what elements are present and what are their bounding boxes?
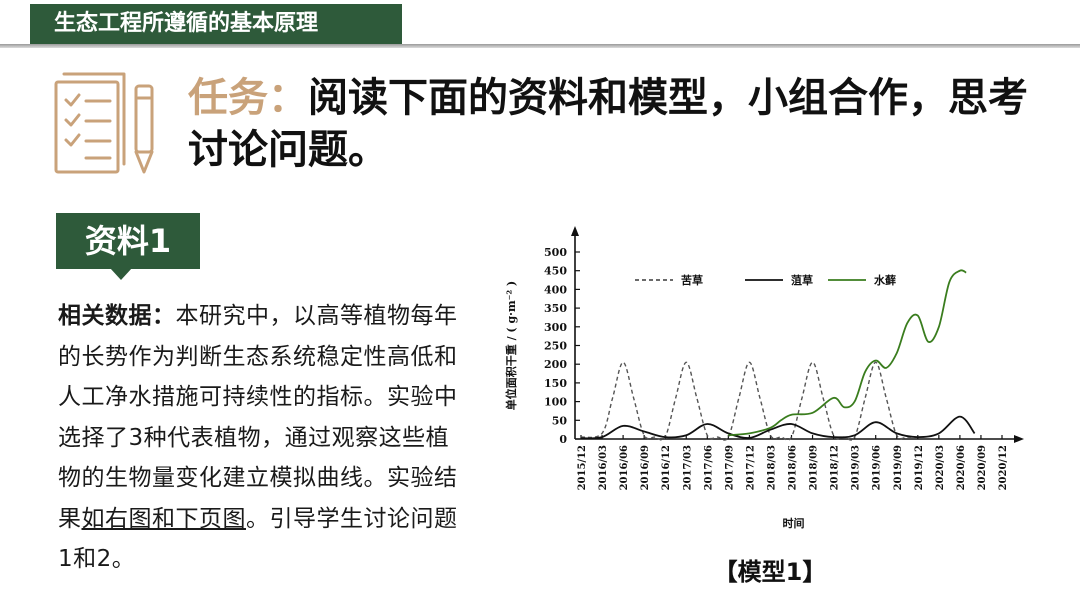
x-tick-label: 2020/06 — [956, 445, 967, 490]
y-tick-label: 250 — [544, 340, 567, 353]
x-tick-label: 2017/06 — [703, 445, 714, 490]
y-tick-label: 500 — [544, 246, 567, 259]
x-tick-label: 2019/12 — [914, 445, 925, 490]
x-axis-label: 时间 — [783, 516, 805, 530]
x-tick-label: 2018/06 — [788, 445, 799, 490]
y-tick-label: 350 — [544, 302, 567, 315]
y-tick-label: 150 — [544, 377, 567, 390]
y-tick-label: 200 — [544, 358, 567, 371]
top-divider — [0, 44, 1080, 48]
x-tick-label: 2020/03 — [935, 445, 946, 490]
source-text-main: 本研究中，以高等植物每年的长势作为判断生态系统稳定性高低和人工净水措施可持续性的… — [58, 303, 458, 532]
y-tick-label: 0 — [559, 433, 567, 446]
source-tag-label: 资料1 — [84, 222, 172, 260]
x-tick-label: 2017/12 — [745, 445, 756, 490]
x-tick-label: 2020/12 — [998, 445, 1009, 490]
legend-label-2: 菹草 — [791, 273, 813, 287]
chart-caption: 【模型1】 — [713, 558, 827, 586]
biomass-line-chart: 0 50 100 150 200 250 300 350 400 450 500 2015/12 201… — [504, 226, 1024, 530]
x-tick-label: 2017/03 — [682, 445, 693, 490]
source-paragraph: 相关数据：本研究中，以高等植物每年的长势作为判断生态系统稳定性高低和人工净水措施… — [58, 296, 468, 580]
legend-label-3: 水藓 — [874, 273, 896, 287]
series-line-1 — [580, 361, 918, 441]
x-tick-label: 2019/03 — [851, 445, 862, 490]
source-text-tail: 。引导学生讨论问题1和2。 — [58, 505, 458, 573]
x-tick-label: 2016/06 — [619, 445, 630, 490]
x-tick-label: 2015/12 — [577, 445, 588, 490]
x-axis-arrow — [1014, 435, 1024, 443]
y-tick-label: 50 — [552, 414, 568, 427]
y-tick-label: 400 — [544, 283, 567, 296]
source-tag: 资料1 — [56, 213, 200, 269]
x-tick-label: 2016/09 — [640, 445, 651, 490]
y-tick-label: 100 — [544, 396, 567, 409]
top-banner: 生态工程所遵循的基本原理 — [30, 4, 402, 44]
x-tick-label: 2017/09 — [724, 445, 735, 490]
series-line-2 — [580, 415, 976, 440]
source-tag-pointer — [110, 268, 132, 280]
figure-link[interactable]: 如右图和下页图 — [81, 505, 246, 532]
x-tick-label: 2018/03 — [766, 445, 777, 490]
task-text: 阅读下面的资料和模型，小组合作，思考讨论问题。 — [188, 75, 1028, 173]
source-lead: 相关数据： — [58, 303, 176, 329]
task-label: 任务： — [188, 75, 308, 121]
x-tick-label: 2019/09 — [893, 445, 904, 490]
checklist-icon — [54, 72, 154, 174]
y-tick-label: 300 — [544, 321, 567, 334]
y-tick-label: 450 — [544, 265, 567, 278]
x-tick-label: 2019/06 — [872, 445, 883, 490]
legend-label-1: 苦草 — [681, 273, 703, 287]
x-tick-label: 2018/12 — [830, 445, 841, 490]
y-axis-arrow — [571, 226, 579, 236]
x-tick-label: 2018/09 — [809, 445, 820, 490]
x-tick-label: 2020/09 — [977, 445, 988, 490]
x-tick-label: 2016/12 — [661, 445, 672, 490]
x-tick-label: 2016/03 — [598, 445, 609, 490]
task-heading: 任务：阅读下面的资料和模型，小组合作，思考讨论问题。 — [188, 72, 1048, 176]
y-axis-label: 单位面积干重 / ( g·m⁻² ) — [504, 281, 518, 411]
series-line-3 — [728, 269, 967, 437]
banner-title: 生态工程所遵循的基本原理 — [54, 11, 319, 36]
